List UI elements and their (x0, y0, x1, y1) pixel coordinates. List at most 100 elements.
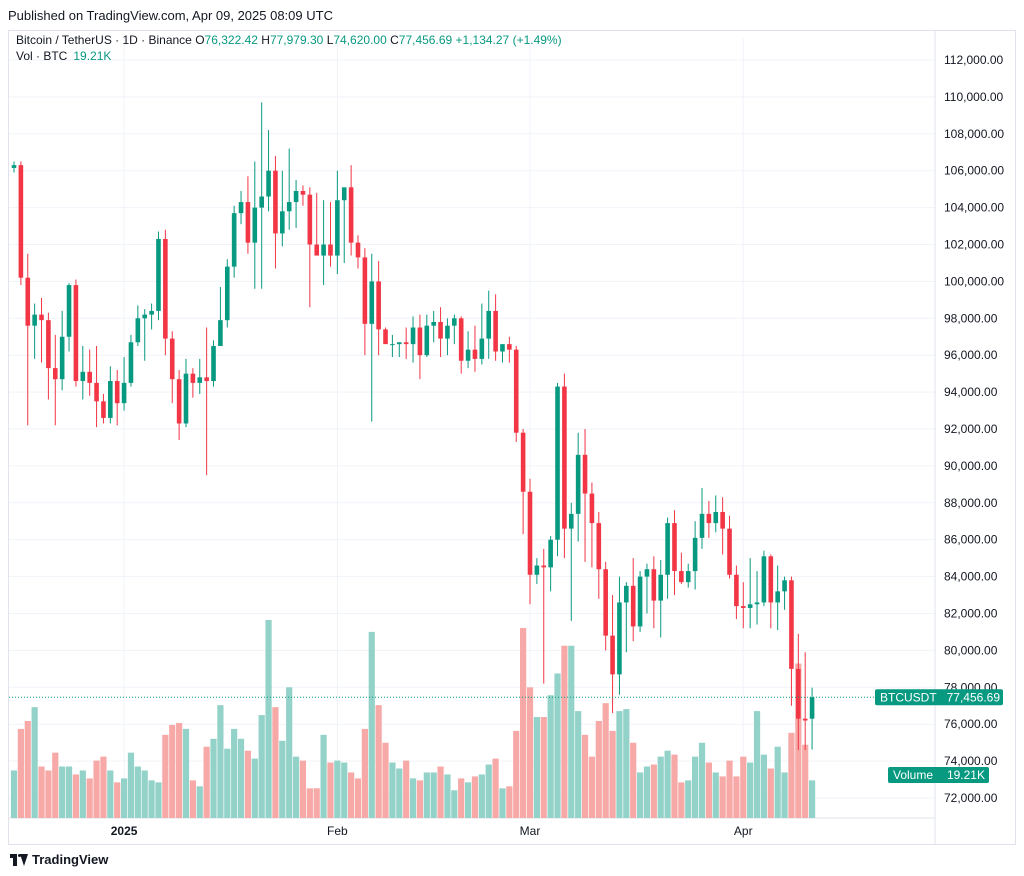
candle-body (362, 257, 368, 324)
candle-body (809, 697, 815, 719)
tradingview-brand: TradingView (32, 852, 109, 867)
volume-bar (568, 645, 575, 818)
open-value: 76,322.42 (204, 33, 258, 47)
candle-body (300, 190, 306, 195)
volume-bar (678, 782, 685, 818)
volume-bar (348, 772, 355, 818)
volume-bar (107, 770, 114, 818)
volume-bar (396, 768, 403, 818)
candle-body (121, 382, 127, 404)
candle-body (507, 344, 512, 350)
candle-body (575, 454, 581, 514)
volume-bar (79, 770, 86, 818)
volume-bar (588, 756, 596, 818)
open-label: O (195, 33, 205, 47)
x-tick-label: 2025 (111, 824, 138, 838)
volume-bar (361, 728, 368, 818)
candle-body (149, 310, 154, 315)
y-tick-label: 106,000.00 (944, 164, 1004, 178)
candle-body (527, 491, 533, 575)
candle-body (782, 580, 787, 592)
candle-body (617, 602, 622, 675)
candle-body (390, 344, 395, 346)
volume-bar (155, 782, 162, 818)
candle-body (651, 569, 657, 601)
volume-bar (100, 756, 107, 818)
candle-body (740, 606, 746, 608)
y-tick-label: 100,000.00 (944, 274, 1004, 288)
chart-panel (8, 30, 1016, 845)
volume-bar (251, 758, 258, 818)
volume-bar (712, 772, 719, 818)
candle-body (438, 321, 443, 339)
volume-legend-value: 19.21K (73, 49, 112, 63)
volume-bar (279, 740, 286, 818)
candle-body (163, 238, 168, 339)
volume-bar (341, 762, 348, 818)
volume-bar (382, 742, 389, 818)
candle-body (452, 318, 457, 326)
candle-body (754, 602, 760, 605)
volume-bar (231, 728, 238, 818)
volume-bar (726, 760, 733, 818)
candle-body (52, 368, 58, 380)
candle-body (658, 574, 664, 601)
volume-bar (499, 788, 506, 818)
y-tick-label: 110,000.00 (944, 90, 1003, 104)
candle-body (80, 371, 86, 382)
candle-body (699, 513, 705, 538)
volume-bar (72, 774, 80, 818)
candle-body (355, 242, 361, 258)
candle-body (197, 377, 203, 383)
candle-body (273, 170, 278, 234)
candle-body (396, 342, 402, 345)
volume-bar (671, 754, 678, 818)
candle-body (280, 211, 285, 234)
volume-bar (747, 762, 754, 818)
candle-body (472, 349, 478, 359)
candle-body (624, 585, 629, 603)
volume-bar (781, 772, 788, 818)
y-tick-label: 88,000.00 (944, 496, 998, 510)
volume-bar (575, 711, 582, 818)
volume-bar (31, 707, 38, 818)
volume-bar (719, 776, 726, 818)
tradingview-logo-icon (10, 853, 28, 866)
volume-bar (767, 768, 774, 818)
tradingview-footer[interactable]: TradingView (10, 852, 108, 867)
candle-body (224, 266, 230, 321)
candle-body (713, 512, 719, 524)
candle-body (720, 512, 725, 529)
candle-body (101, 401, 106, 418)
candle-body (534, 565, 540, 575)
high-label: H (261, 33, 270, 47)
volume-bar (416, 780, 424, 818)
volume-bar (513, 730, 520, 818)
candle-body (135, 318, 141, 343)
volume-bar (464, 782, 472, 818)
candle-body (692, 537, 698, 572)
candle-body (46, 320, 51, 369)
volume-bar (616, 711, 623, 818)
volume-bar (59, 766, 66, 818)
candle-body (211, 345, 216, 382)
candle-body (94, 382, 99, 402)
volume-badge (888, 767, 989, 783)
volume-bar (86, 778, 93, 818)
candle-body (562, 386, 567, 529)
candle-body (637, 576, 643, 627)
candle-body (458, 318, 464, 361)
candle-body (314, 244, 320, 256)
candle-body (465, 349, 471, 361)
volume-bar (774, 746, 781, 818)
y-tick-label: 102,000.00 (944, 238, 1004, 252)
volume-bar (176, 722, 183, 818)
volume-bar (554, 673, 561, 818)
candle-body (238, 202, 244, 214)
volume-bar (272, 707, 279, 818)
candle-body (335, 200, 340, 256)
volume-bar (217, 705, 224, 818)
candle-body (479, 338, 485, 359)
